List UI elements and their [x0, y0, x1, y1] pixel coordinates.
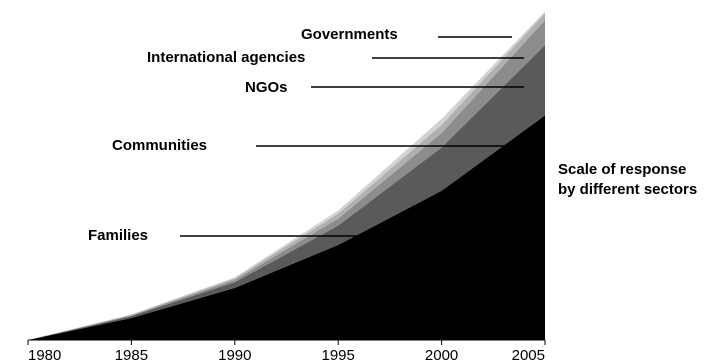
- annotation-line-1: Scale of response: [558, 161, 686, 178]
- series-label-international-agencies: International agencies: [147, 49, 305, 66]
- annotation-line-2: by different sectors: [558, 181, 697, 198]
- series-label-communities: Communities: [112, 137, 207, 154]
- x-tick-label-1990: 1990: [218, 347, 251, 362]
- x-tick-layer: 1980 1985 1990 1995 2000 2005: [27, 340, 546, 362]
- x-tick-label-1985: 1985: [115, 347, 148, 362]
- x-tick-label-2000: 2000: [425, 347, 458, 362]
- area-layer: [28, 11, 545, 341]
- area-families: [28, 115, 545, 340]
- x-tick-label-2005: 2005: [512, 347, 545, 362]
- series-label-families: Families: [88, 227, 148, 244]
- series-label-governments: Governments: [301, 26, 398, 43]
- x-tick-label-1995: 1995: [322, 347, 355, 362]
- series-label-layer: Families Communities NGOs International age…: [88, 26, 398, 244]
- series-label-ngos: NGOs: [245, 79, 288, 96]
- x-tick-label-1980: 1980: [28, 347, 61, 362]
- leader-line-layer: [180, 36, 524, 237]
